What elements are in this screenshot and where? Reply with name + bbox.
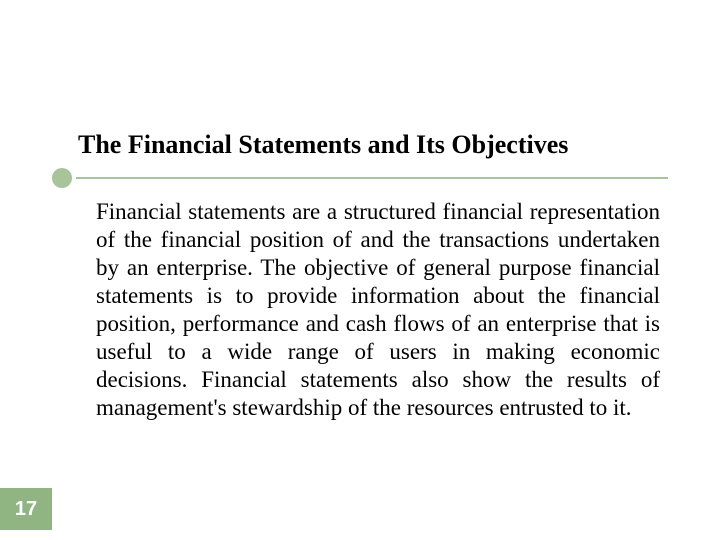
slide-title: The Financial Statements and Its Objecti…	[78, 130, 568, 160]
horizontal-rule	[76, 177, 668, 179]
slide-body-text: Financial statements are a structured fi…	[96, 198, 660, 422]
title-rule	[52, 168, 668, 192]
slide: The Financial Statements and Its Objecti…	[0, 0, 720, 540]
bullet-icon	[52, 168, 72, 188]
page-number-badge: 17	[0, 488, 52, 530]
page-number: 17	[15, 498, 37, 521]
